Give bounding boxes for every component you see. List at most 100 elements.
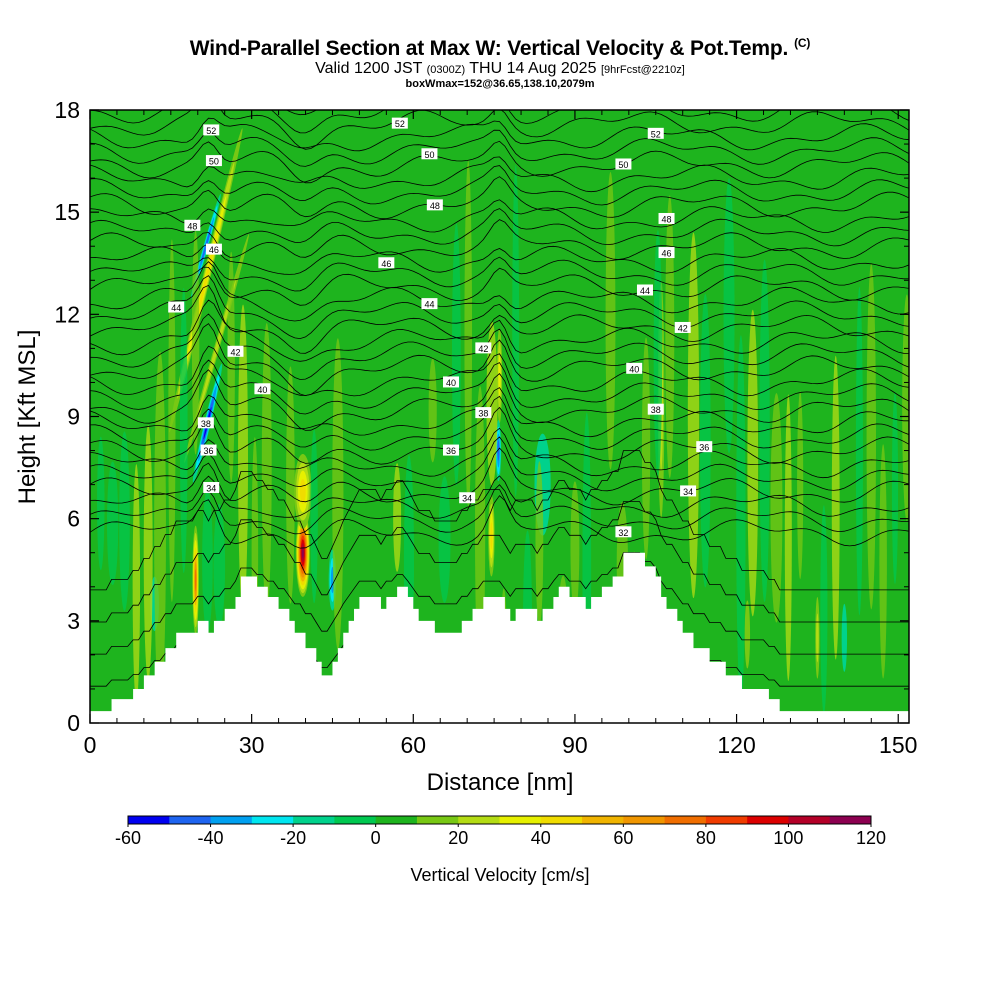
colorbar-tick-label: 20 — [448, 828, 468, 848]
isentrope-label-text: 34 — [206, 484, 216, 494]
weak-cell — [736, 335, 746, 703]
isentrope-label: 44 — [168, 301, 185, 313]
isentrope-line — [90, 359, 909, 415]
updraft-cell — [815, 597, 820, 679]
isentrope-label: 48 — [426, 199, 443, 211]
isentrope-label-box — [184, 219, 201, 231]
isentrope-label-text: 32 — [618, 528, 628, 538]
colorbar-swatch — [747, 816, 789, 824]
isentrope-label: 48 — [658, 212, 675, 224]
isentrope-line — [90, 475, 909, 519]
isentrope-line — [90, 501, 909, 623]
isentrope-label-box — [203, 482, 220, 494]
colorbar-tick-label: 60 — [613, 828, 633, 848]
isentrope-label-text: 50 — [618, 160, 628, 170]
isentrope-label: 40 — [443, 376, 460, 388]
chart-title: Wind-Parallel Section at Max W: Vertical… — [189, 36, 811, 60]
y-tick-label: 12 — [54, 301, 80, 327]
isentrope-label-box — [459, 492, 476, 504]
isentrope-label: 42 — [227, 345, 244, 357]
isentrope-label-text: 42 — [678, 323, 688, 333]
downdraft-cell-level — [841, 603, 848, 672]
colorbar-swatch — [458, 816, 500, 824]
isentrope-line — [90, 323, 909, 397]
isentrope-label: 52 — [391, 117, 408, 129]
weak-cell — [879, 444, 887, 679]
isentrope-label-box — [658, 212, 675, 224]
isentrope-line — [90, 256, 909, 292]
x-tick-label: 120 — [717, 732, 755, 758]
isentrope-line — [90, 450, 909, 591]
isentrope-line — [90, 266, 909, 306]
updraft-cell-level — [301, 546, 304, 559]
isentrope-line — [90, 406, 909, 465]
weak-cell — [238, 304, 248, 614]
isentrope-label-box — [696, 441, 713, 453]
isentrope-line — [90, 436, 909, 492]
downdraft-cell-level — [497, 440, 500, 461]
isentrope-label-text: 42 — [478, 344, 488, 354]
isentrope-label-box — [615, 526, 632, 538]
isentrope-line — [90, 447, 909, 506]
isentrope-label-box — [647, 127, 664, 139]
weak-cell — [605, 172, 616, 470]
downdraft-cell — [841, 603, 848, 672]
weak-cell — [168, 239, 176, 602]
isentrope-line — [90, 165, 909, 206]
isentrope-labels: 52 52 52 50 50 50 48 48 48 46 46 46 44 44 44 42 42 42 40 40… — [168, 117, 713, 538]
isentrope-line — [90, 552, 909, 655]
weak-cell — [154, 351, 166, 710]
isentrope-line — [90, 261, 909, 322]
isentrope-label: 50 — [615, 158, 632, 170]
terrain — [90, 552, 909, 723]
isentrope-label-text: 42 — [230, 347, 240, 357]
isentrope-label: 50 — [205, 155, 222, 167]
isentrope-label: 52 — [647, 127, 664, 139]
isentrope-label-box — [626, 362, 643, 374]
isentrope-label-box — [658, 247, 675, 259]
updraft-cell-level — [193, 229, 219, 331]
updraft-cell — [744, 600, 751, 669]
weak-cell — [902, 294, 909, 521]
colorbar-tick-label: 100 — [773, 828, 803, 848]
updraft-cell-level — [197, 279, 237, 418]
isentrope-label: 48 — [184, 219, 201, 231]
colorbar-tick-label: -60 — [115, 828, 141, 848]
isentrope-label-box — [680, 485, 697, 497]
weak-cell — [438, 476, 451, 603]
colorbar-swatch — [829, 816, 872, 824]
isentrope-label: 46 — [205, 243, 222, 255]
isentrope-label-text: 34 — [462, 494, 472, 504]
x-tick-label: 30 — [239, 732, 265, 758]
isentrope-label-box — [205, 243, 222, 255]
updraft-cell-level — [744, 600, 751, 669]
chart-subtitle: Valid 1200 JST (0300Z) THU 14 Aug 2025 [… — [315, 60, 685, 77]
colorbar-tick-label: -40 — [198, 828, 224, 848]
weak-cell — [687, 232, 700, 599]
isentrope-label-box — [674, 321, 691, 333]
colorbar-swatch — [623, 816, 666, 824]
isentrope-label-text: 38 — [201, 419, 211, 429]
colorbar-tick-label: 40 — [531, 828, 551, 848]
weak-cell — [227, 251, 235, 483]
isentrope-label-text: 36 — [446, 446, 456, 456]
terrain-mask — [90, 552, 909, 723]
isentrope-label-text: 40 — [257, 385, 267, 395]
isentrope-label: 42 — [674, 321, 691, 333]
isentrope-label-text: 44 — [640, 286, 650, 296]
colorbar-swatch — [582, 816, 624, 824]
isentrope-label-text: 46 — [381, 259, 391, 269]
chart-boxinfo: boxWmax=152@36.65,138.10,2079m — [405, 78, 595, 90]
colorbar-tick-label: 80 — [696, 828, 716, 848]
isentrope-line — [90, 484, 909, 535]
isentrope-label-text: 52 — [206, 126, 216, 136]
isentrope-label-text: 36 — [204, 446, 214, 456]
updraft-cell-level — [498, 355, 501, 397]
isentrope-label-box — [636, 284, 653, 296]
x-tick-label: 150 — [879, 732, 917, 758]
weak-cell — [831, 355, 840, 660]
isentrope-label-text: 52 — [651, 129, 661, 139]
weak-cell — [855, 286, 863, 616]
x-axis-label: Distance [nm] — [427, 769, 574, 796]
isentrope-label-box — [615, 158, 632, 170]
